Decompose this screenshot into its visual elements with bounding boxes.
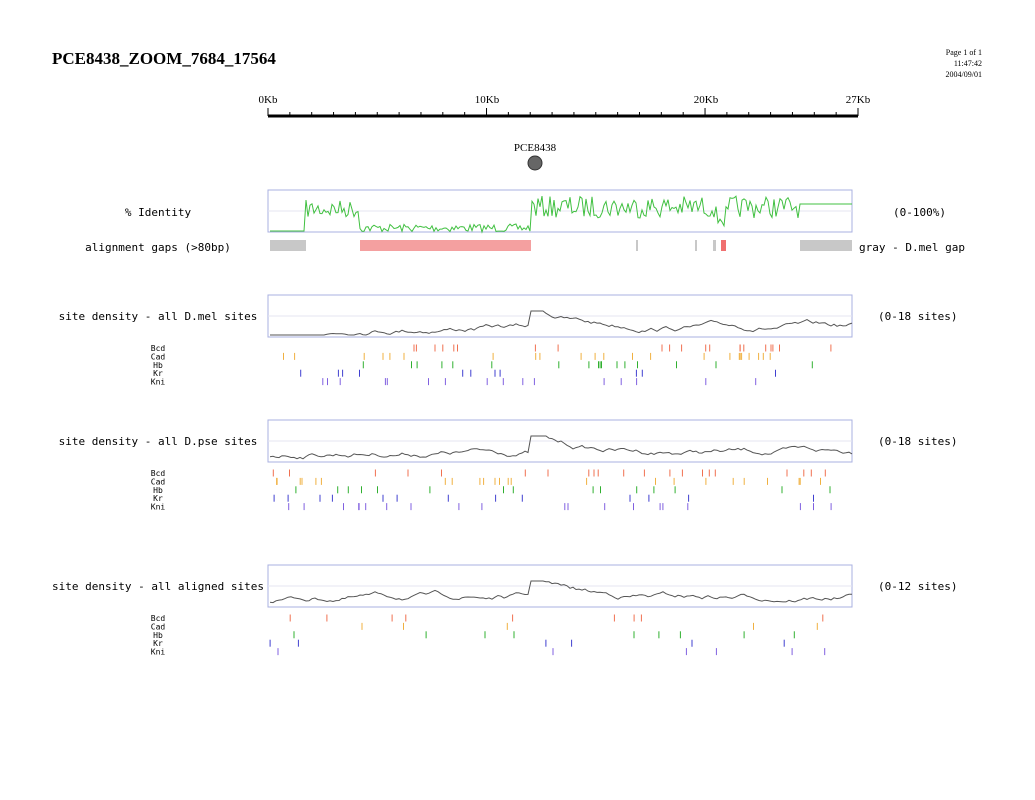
factor-label: Kni	[151, 648, 166, 657]
marker-label: PCE8438	[514, 142, 557, 154]
scale-label: 27Kb	[846, 94, 871, 106]
marker	[527, 155, 543, 171]
scale-label: 20Kb	[694, 94, 719, 106]
title: PCE8438_ZOOM_7684_17564	[52, 49, 276, 68]
track-range: (0-18 sites)	[878, 435, 957, 448]
factor-label: Kr	[153, 494, 163, 503]
gap-block	[721, 240, 726, 251]
factor-label: Kr	[153, 369, 163, 378]
density-curve	[269, 435, 853, 460]
track-label: site density - all aligned sites	[52, 580, 264, 593]
density-curve	[269, 580, 852, 604]
factor-label: Bcd	[151, 344, 166, 353]
track-range: (0-12 sites)	[878, 580, 957, 593]
date: 2004/09/01	[946, 70, 982, 79]
identity-curve	[270, 195, 852, 234]
track-label: site density - all D.pse sites	[59, 435, 258, 448]
identity-range: (0-100%)	[893, 206, 946, 219]
gap-block	[270, 240, 306, 251]
factor-label: Hb	[153, 631, 163, 640]
factor-label: Cad	[151, 477, 166, 486]
gaps-legend: gray - D.mel gap	[859, 241, 965, 254]
factor-label: Cad	[151, 352, 166, 361]
gaps-label: alignment gaps (>80bp)	[85, 241, 231, 254]
factor-label: Kr	[153, 639, 163, 648]
gap-block	[636, 240, 638, 251]
factor-label: Hb	[153, 361, 163, 370]
factor-label: Bcd	[151, 614, 166, 623]
gap-block	[360, 240, 531, 251]
gap-block	[713, 240, 716, 251]
factor-label: Kni	[151, 378, 166, 387]
scale-label: 0Kb	[259, 94, 278, 106]
gap-block	[800, 240, 852, 251]
identity-label: % Identity	[125, 206, 192, 219]
gap-block	[695, 240, 697, 251]
factor-label: Bcd	[151, 469, 166, 478]
factor-label: Hb	[153, 486, 163, 495]
time: 11:47:42	[954, 59, 982, 68]
track-label: site density - all D.mel sites	[59, 310, 258, 323]
factor-label: Cad	[151, 622, 166, 631]
page-number: Page 1 of 1	[946, 48, 982, 57]
scale-label: 10Kb	[475, 94, 500, 106]
factor-label: Kni	[151, 503, 166, 512]
track-range: (0-18 sites)	[878, 310, 957, 323]
density-curve	[270, 310, 853, 336]
